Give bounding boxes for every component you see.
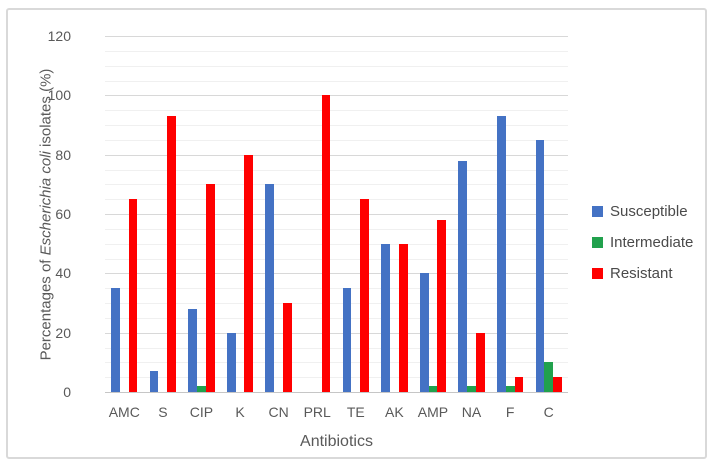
bar-susceptible-TE: [342, 288, 352, 392]
y-tick-label-100: 100: [47, 87, 71, 104]
y-tick-label-40: 40: [55, 265, 71, 282]
legend-item-susceptible: Susceptible: [592, 202, 693, 220]
x-tick-label-CN: CN: [268, 404, 289, 420]
bar-susceptible-AMC: [111, 288, 120, 392]
minor-gridline-115: [105, 50, 568, 52]
major-gridline-20: [105, 332, 568, 334]
minor-gridline-35: [105, 288, 568, 290]
minor-gridline-10: [105, 362, 568, 364]
minor-gridline-85: [105, 139, 568, 141]
x-tick-label-C: C: [543, 404, 554, 420]
x-axis-line: [105, 392, 568, 393]
x-tick-label-AMP: AMP: [417, 404, 449, 420]
bar-susceptible-CIP: [188, 308, 198, 392]
minor-gridline-90: [105, 125, 568, 126]
legend-label-susceptible: Susceptible: [610, 202, 688, 220]
x-tick-label-CIP: CIP: [189, 404, 214, 420]
x-tick-label-TE: TE: [346, 404, 365, 420]
x-tick-label-AMC: AMC: [108, 404, 140, 420]
major-gridline-60: [105, 214, 568, 215]
bar-resistant-TE: [360, 199, 369, 392]
bar-resistant-AMC: [128, 199, 138, 392]
y-axis-title-italic-part: Escherichia coli: [37, 151, 55, 256]
bar-resistant-S: [167, 116, 177, 392]
minor-gridline-25: [105, 317, 568, 319]
bar-intermediate-F: [505, 386, 515, 392]
y-tick-label-60: 60: [55, 206, 71, 222]
bar-susceptible-C: [535, 139, 545, 392]
y-tick-label-0: 0: [63, 384, 71, 400]
y-axis-title-part: Percentages of: [37, 255, 55, 361]
legend: Susceptible Intermediate Resistant: [592, 202, 693, 295]
major-gridline-80: [105, 154, 568, 156]
major-gridline-120: [105, 36, 568, 37]
x-tick-label-PRL: PRL: [303, 404, 331, 420]
bar-resistant-PRL: [321, 95, 331, 392]
y-tick-label-120: 120: [47, 28, 71, 44]
legend-marker-resistant: [592, 267, 603, 279]
x-tick-label-F: F: [505, 404, 515, 420]
y-axis-title: Percentages of Escherichia coli isolates…: [38, 35, 55, 395]
bar-susceptible-AK: [381, 243, 390, 392]
major-gridline-40: [105, 273, 568, 275]
minor-gridline-95: [105, 110, 568, 112]
bar-susceptible-AMP: [419, 273, 429, 392]
bar-intermediate-AMP: [428, 386, 438, 392]
legend-label-resistant: Resistant: [610, 264, 673, 282]
bar-resistant-F: [514, 377, 524, 392]
x-axis-title: Antibiotics: [300, 433, 373, 450]
legend-marker-intermediate: [592, 236, 603, 248]
x-tick-label-AK: AK: [385, 404, 404, 420]
figure-border-frame: 0 20 40 60 80 100 120 AMC S CIP K CN PRL TE AK AMP NA F C…: [6, 8, 707, 459]
minor-gridline-55: [105, 228, 568, 230]
minor-gridline-70: [105, 184, 568, 186]
major-gridline-100: [105, 95, 568, 97]
minor-gridline-75: [105, 169, 568, 171]
bar-intermediate-NA: [467, 386, 476, 392]
x-tick-label-NA: NA: [461, 404, 482, 420]
bar-resistant-CIP: [205, 184, 215, 392]
minor-gridline-65: [105, 199, 568, 201]
y-tick-label-20: 20: [55, 324, 71, 341]
bar-resistant-NA: [475, 332, 485, 392]
minor-gridline-45: [105, 258, 568, 260]
legend-label-intermediate: Intermediate: [610, 233, 694, 251]
bar-resistant-C: [553, 377, 562, 392]
bar-susceptible-CN: [265, 184, 275, 392]
bar-resistant-AMP: [437, 219, 447, 392]
plot-area: [105, 36, 568, 393]
legend-item-intermediate: Intermediate: [592, 233, 693, 251]
legend-marker-susceptible: [592, 205, 603, 217]
x-tick-label-K: K: [235, 404, 245, 420]
bar-susceptible-K: [226, 332, 236, 392]
minor-gridline-5: [105, 377, 568, 379]
legend-item-resistant: Resistant: [592, 264, 693, 282]
minor-gridline-30: [105, 303, 568, 304]
bar-susceptible-NA: [458, 160, 468, 392]
minor-gridline-15: [105, 347, 568, 349]
bar-resistant-K: [244, 154, 254, 392]
minor-gridline-105: [105, 80, 568, 82]
x-tick-label-S: S: [158, 404, 168, 420]
bar-resistant-AK: [398, 243, 408, 392]
bar-susceptible-F: [496, 116, 506, 392]
bar-susceptible-S: [149, 371, 159, 392]
minor-gridline-110: [105, 65, 568, 67]
bar-intermediate-C: [544, 362, 554, 392]
y-tick-label-80: 80: [55, 146, 71, 163]
bar-resistant-CN: [283, 303, 292, 392]
y-axis-title-part: isolates (%): [37, 68, 55, 152]
minor-gridline-50: [105, 243, 568, 245]
bar-intermediate-CIP: [197, 386, 206, 392]
